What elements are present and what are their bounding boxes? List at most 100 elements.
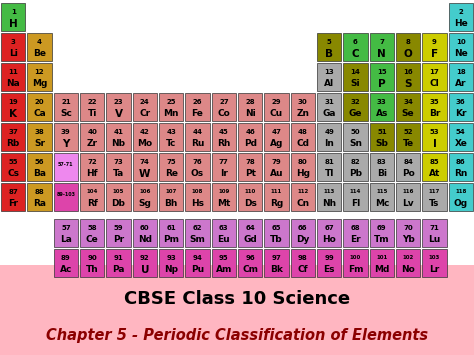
Text: Na: Na [6, 79, 20, 88]
Bar [27, 33, 52, 61]
Text: Pu: Pu [191, 265, 204, 274]
Text: 101: 101 [376, 255, 387, 261]
Bar [396, 33, 420, 61]
Text: 103: 103 [429, 255, 440, 261]
Text: 90: 90 [87, 255, 97, 261]
Text: 66: 66 [298, 225, 308, 231]
Bar [449, 123, 473, 151]
Text: Hs: Hs [191, 199, 204, 208]
Text: 56: 56 [35, 159, 44, 165]
Text: 21: 21 [61, 99, 71, 105]
Bar [1, 123, 25, 151]
Text: 28: 28 [246, 99, 255, 105]
Bar [0, 265, 474, 355]
Text: V: V [115, 109, 122, 119]
Text: Fl: Fl [351, 199, 360, 208]
Text: Ga: Ga [322, 109, 336, 118]
Bar [449, 93, 473, 121]
Text: 54: 54 [456, 129, 466, 135]
Text: 42: 42 [140, 129, 150, 135]
Text: Pd: Pd [244, 139, 256, 148]
Bar [291, 93, 315, 121]
Bar [343, 123, 368, 151]
Bar [212, 123, 236, 151]
Bar [27, 63, 52, 91]
Bar [370, 219, 394, 247]
Text: 27: 27 [219, 99, 228, 105]
Bar [159, 123, 183, 151]
Bar [1, 183, 25, 211]
Bar [291, 153, 315, 181]
Text: 60: 60 [140, 225, 150, 231]
Text: Lr: Lr [429, 265, 439, 274]
Text: Fe: Fe [191, 109, 203, 118]
Text: Og: Og [454, 199, 468, 208]
Text: 78: 78 [245, 159, 255, 165]
Text: 31: 31 [324, 99, 334, 105]
Bar [80, 93, 104, 121]
Bar [370, 249, 394, 277]
Text: 48: 48 [298, 129, 308, 135]
Text: 33: 33 [377, 99, 387, 105]
Bar [1, 63, 25, 91]
Text: 52: 52 [403, 129, 413, 135]
Bar [343, 33, 368, 61]
Text: Ir: Ir [220, 169, 228, 178]
Bar [133, 123, 157, 151]
Text: 67: 67 [324, 225, 334, 231]
Text: 17: 17 [429, 69, 439, 75]
Text: Cd: Cd [296, 139, 310, 148]
Text: 93: 93 [166, 255, 176, 261]
Bar [343, 153, 368, 181]
Text: Zr: Zr [87, 139, 98, 148]
Text: Lu: Lu [428, 235, 441, 244]
Text: Cf: Cf [298, 265, 308, 274]
Bar [370, 123, 394, 151]
Text: Bi: Bi [377, 169, 387, 178]
Bar [27, 183, 52, 211]
Bar [54, 123, 78, 151]
Text: 37: 37 [8, 129, 18, 135]
Text: K: K [9, 109, 17, 119]
Text: Cu: Cu [270, 109, 283, 118]
Text: Pm: Pm [163, 235, 179, 244]
Text: 7: 7 [379, 39, 384, 45]
Text: 44: 44 [192, 129, 202, 135]
Text: Tl: Tl [325, 169, 334, 178]
Text: 1: 1 [11, 9, 16, 15]
Bar [238, 219, 262, 247]
Bar [0, 0, 474, 265]
Text: Ra: Ra [33, 199, 46, 208]
Text: Ce: Ce [86, 235, 99, 244]
Text: Br: Br [429, 109, 440, 118]
Text: 8: 8 [406, 39, 410, 45]
Text: 97: 97 [272, 255, 282, 261]
Bar [291, 123, 315, 151]
Bar [343, 249, 368, 277]
Bar [370, 33, 394, 61]
Text: 94: 94 [192, 255, 202, 261]
Bar [264, 153, 289, 181]
Text: 59: 59 [114, 225, 123, 231]
Text: Ti: Ti [88, 109, 97, 118]
Text: Nd: Nd [138, 235, 152, 244]
Text: 64: 64 [245, 225, 255, 231]
Text: Ag: Ag [270, 139, 283, 148]
Bar [106, 219, 131, 247]
Text: Sn: Sn [349, 139, 362, 148]
Text: 15: 15 [377, 69, 387, 75]
Bar [370, 93, 394, 121]
Text: Tb: Tb [270, 235, 283, 244]
Bar [238, 249, 262, 277]
Text: Re: Re [164, 169, 178, 178]
Text: Ac: Ac [60, 265, 72, 274]
Bar [159, 183, 183, 211]
Text: Gd: Gd [243, 235, 257, 244]
Text: 104: 104 [86, 190, 98, 195]
Bar [238, 183, 262, 211]
Bar [54, 183, 78, 211]
Text: 107: 107 [165, 190, 177, 195]
Bar [133, 93, 157, 121]
Text: As: As [376, 109, 388, 118]
Text: 98: 98 [298, 255, 308, 261]
